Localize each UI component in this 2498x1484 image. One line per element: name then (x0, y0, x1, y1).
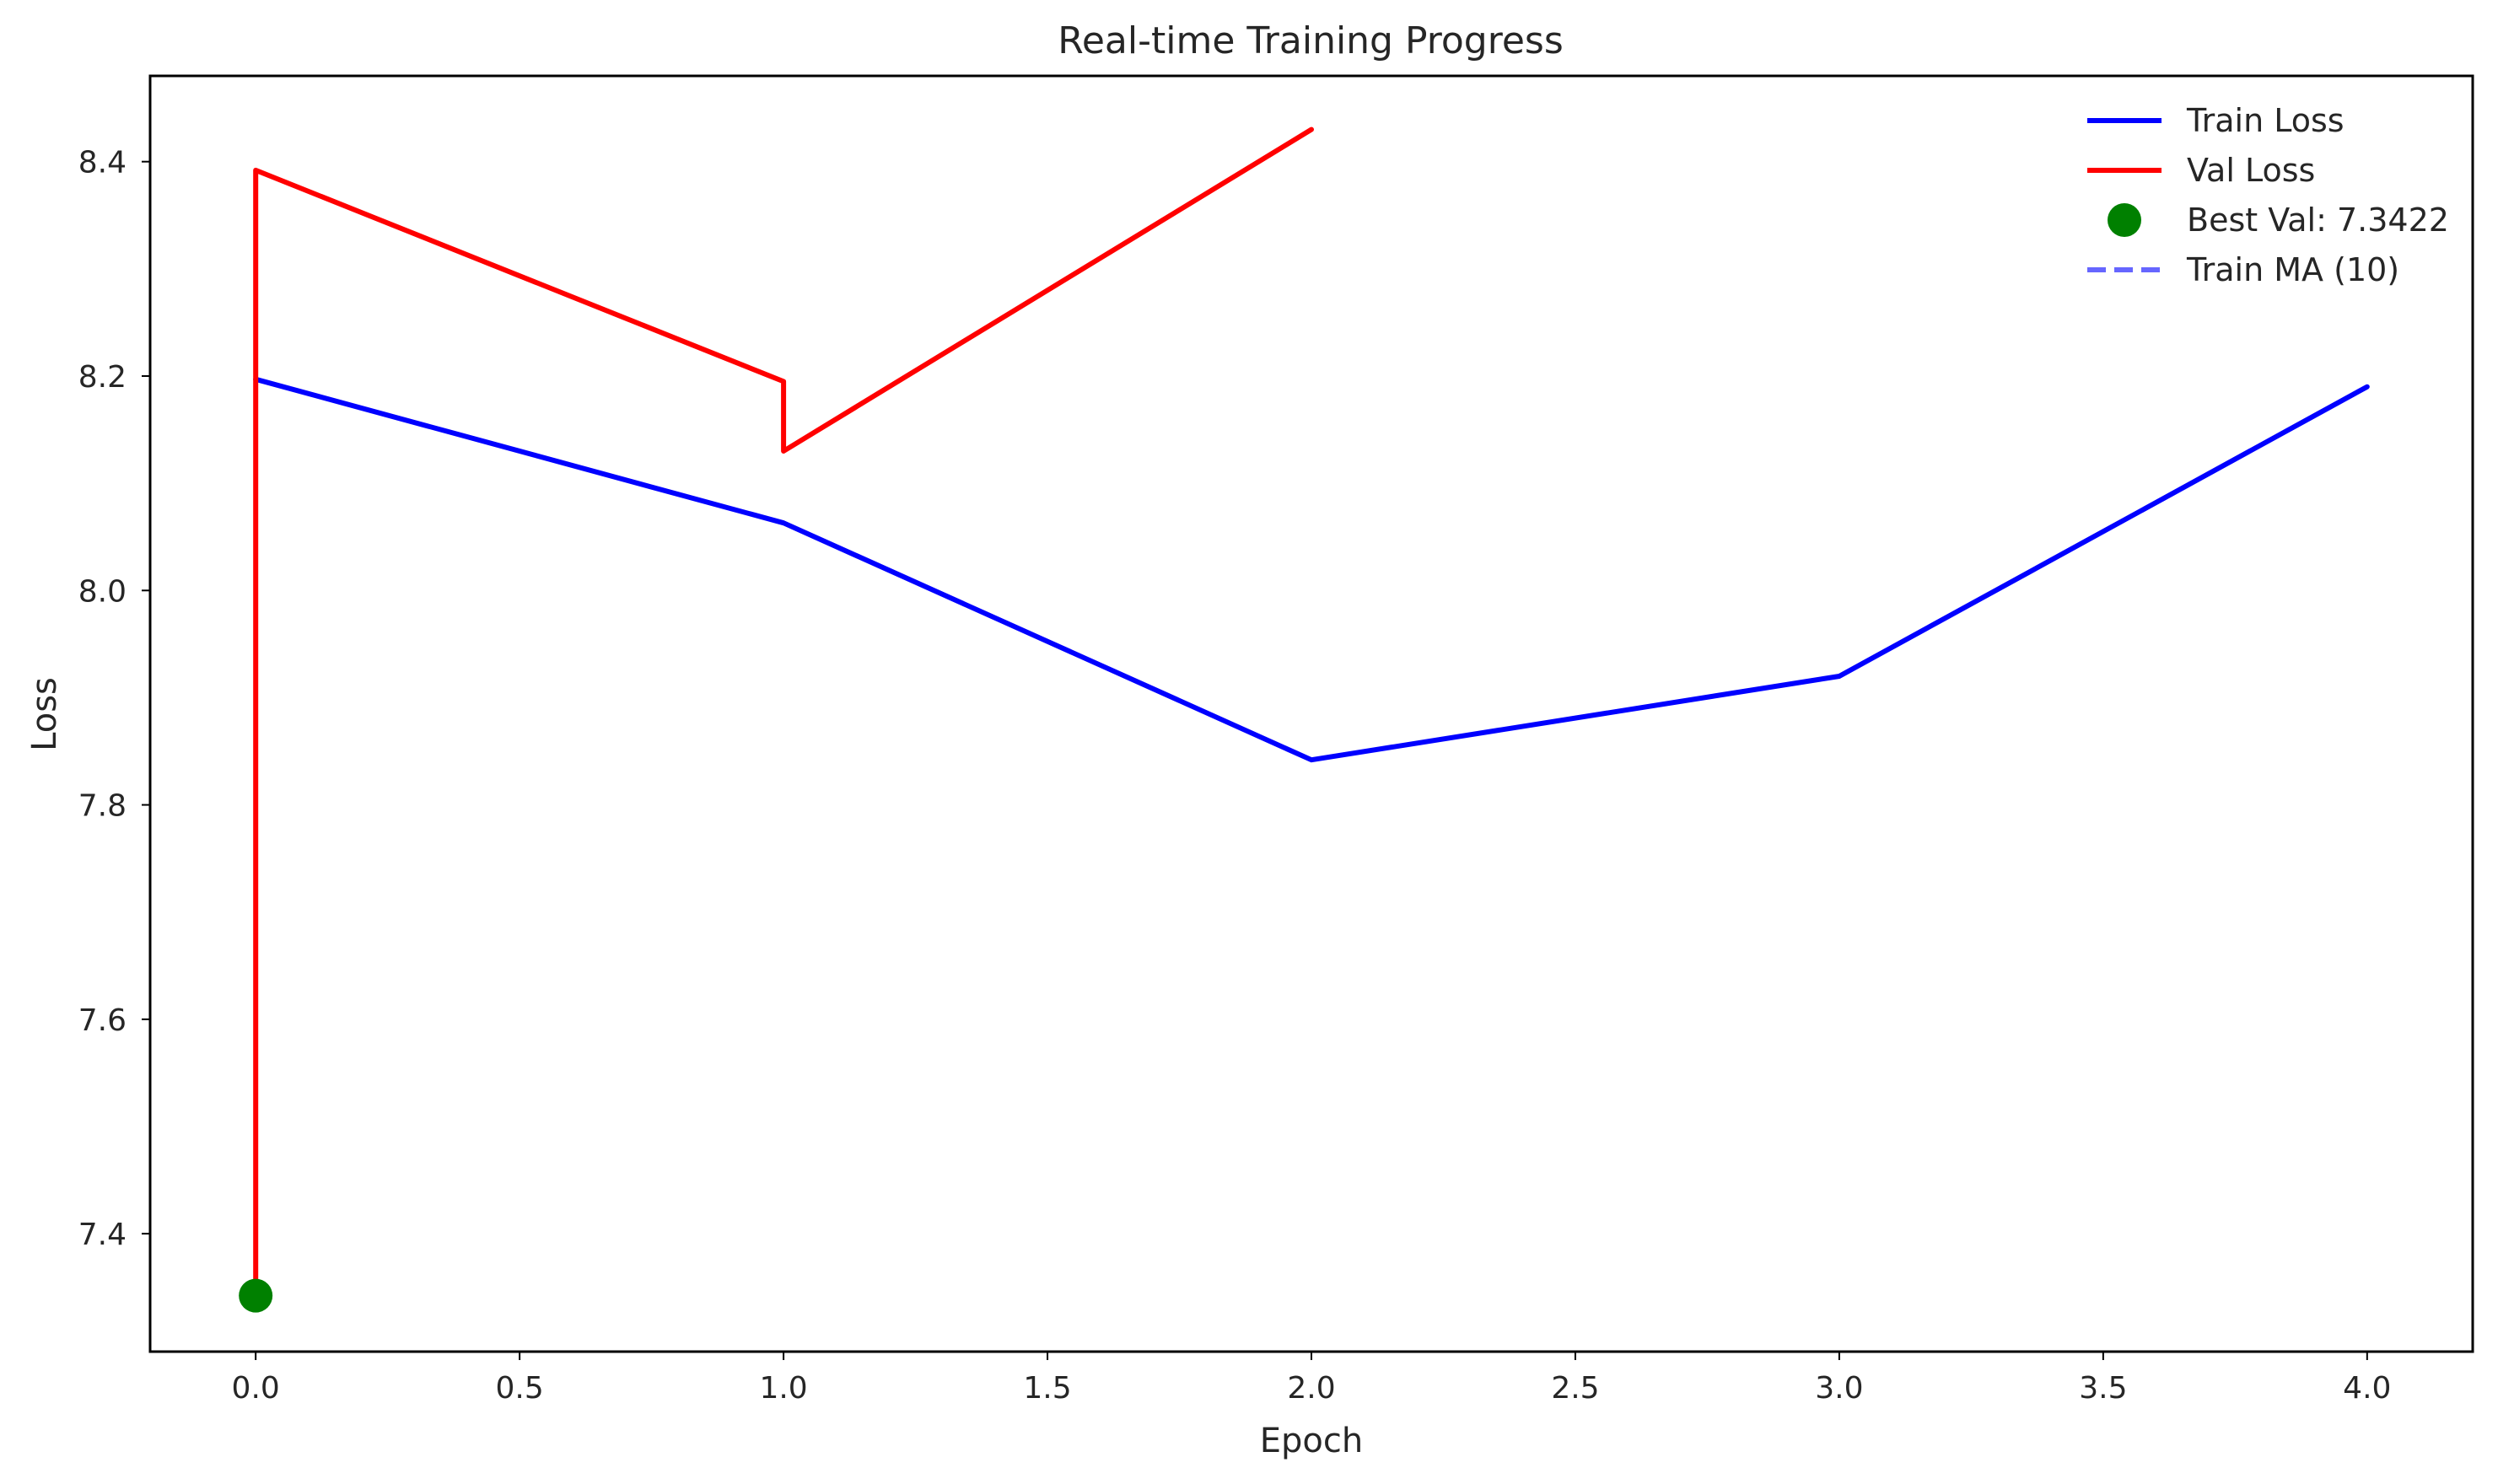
ticks-layer: 0.0 0.5 1.0 1.5 2.0 2.5 3.0 3.5 4.0 7.4 7.6 7.8 8.0 8… (78, 146, 2392, 1406)
x-tick-label: 2.5 (1551, 1371, 1599, 1406)
x-tick-label: 3.5 (2079, 1371, 2127, 1406)
legend-entry-label: Train Loss (2186, 102, 2345, 139)
x-tick-label: 0.0 (232, 1371, 280, 1406)
x-tick-label: 4.0 (2343, 1371, 2391, 1406)
y-tick-label: 7.8 (78, 789, 127, 824)
y-tick-label: 7.6 (78, 1003, 127, 1038)
legend-entry-label: Best Val: 7.3422 (2187, 202, 2449, 239)
x-tick-label: 0.5 (496, 1371, 544, 1406)
x-tick-label: 1.0 (759, 1371, 807, 1406)
legend: Train Loss Val Loss Best Val: 7.3422 Train … (2087, 102, 2449, 288)
series-layer (239, 126, 2370, 1313)
x-tick-label: 1.5 (1023, 1371, 1071, 1406)
legend-entry-label: Train MA (10) (2186, 251, 2399, 288)
y-tick-label: 7.4 (78, 1218, 127, 1252)
x-tick-label: 3.0 (1815, 1371, 1863, 1406)
y-tick-label: 8.0 (78, 574, 127, 609)
best-val-marker (239, 1278, 273, 1313)
y-tick-label: 8.4 (78, 146, 127, 180)
chart-title: Real-time Training Progress (1058, 19, 1564, 62)
y-tick-label: 8.2 (78, 360, 127, 395)
train-loss-line (253, 376, 2370, 763)
x-axis-label: Epoch (1260, 1422, 1363, 1460)
x-tick-label: 2.0 (1287, 1371, 1335, 1406)
val-loss-line (253, 126, 1314, 1298)
legend-entry-label: Val Loss (2187, 152, 2315, 189)
y-axis-label: Loss (25, 677, 64, 751)
legend-marker-best-val (2108, 203, 2141, 237)
